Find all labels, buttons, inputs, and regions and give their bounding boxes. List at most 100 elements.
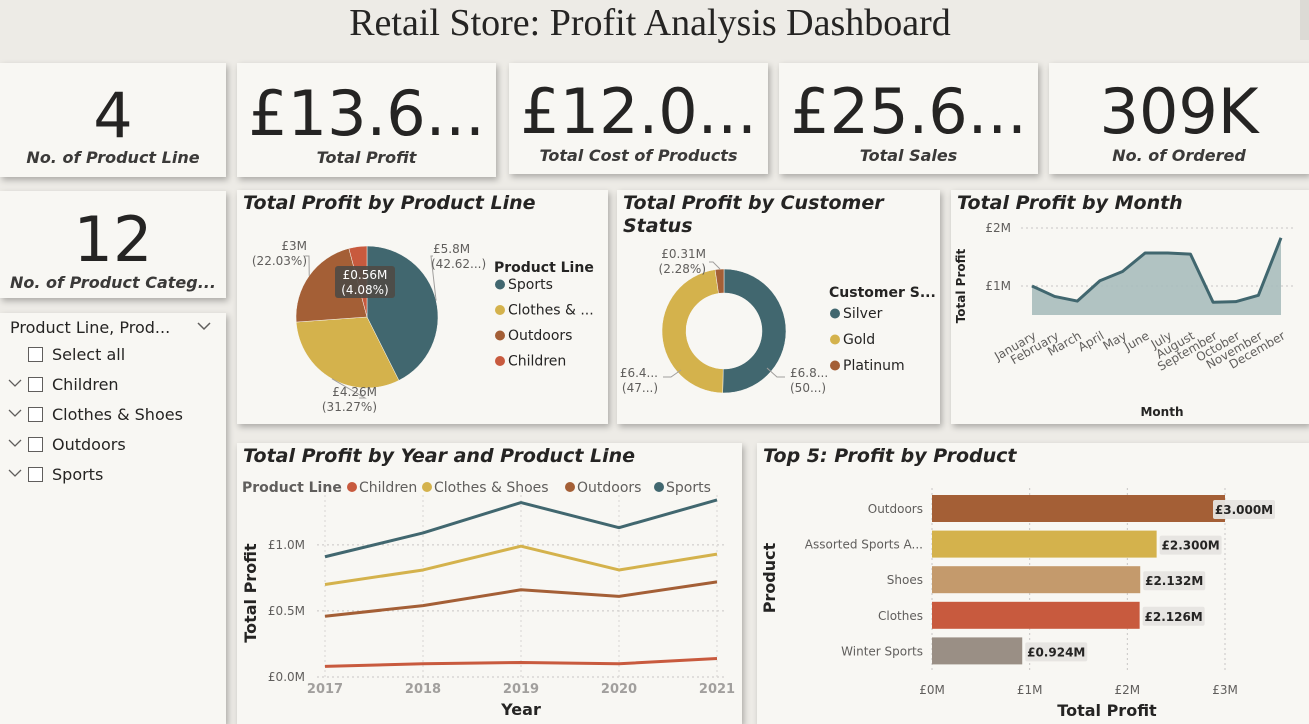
bar-clothes <box>932 601 1140 629</box>
data-label-bg <box>1025 642 1088 662</box>
legend-item-sports: Sports <box>508 277 553 293</box>
data-label: £2.132M <box>1145 574 1203 588</box>
checkbox[interactable] <box>28 406 43 422</box>
visual-title: Total Profit by Customer Status <box>623 192 923 238</box>
data-label: £4.26M <box>332 385 377 399</box>
legend-marker <box>830 334 840 345</box>
x-tick-label: 2019 <box>503 682 539 697</box>
area-line <box>1031 237 1283 304</box>
x-tick-label: June <box>1121 328 1152 354</box>
kpi-card-total-cost[interactable]: £12.0... Total Cost of Products <box>509 63 768 174</box>
profit-by-year-card[interactable]: Total Profit by Year and Product Line £0… <box>237 443 742 724</box>
y-tick-label: £1.0M <box>268 538 305 552</box>
checkbox[interactable] <box>28 466 43 482</box>
data-label: £2.126M <box>1145 610 1203 624</box>
slicer-item-children[interactable]: Children <box>8 372 119 396</box>
data-label: £2.300M <box>1162 539 1220 553</box>
x-axis-title: Year <box>500 700 541 719</box>
checkbox[interactable] <box>28 346 43 362</box>
y-tick-label: £2M <box>985 221 1011 235</box>
visual-title: Total Profit by Year and Product Line <box>243 445 636 467</box>
data-label-pct: (31.27%) <box>322 400 377 414</box>
slicer-item-sports[interactable]: Sports <box>8 462 103 486</box>
leader-line <box>430 255 437 301</box>
x-tick-label: £2M <box>1115 683 1141 697</box>
leader-line <box>305 255 310 276</box>
profit-by-month-card[interactable]: Total Profit by Month £1M £2M January Febru… <box>951 190 1309 424</box>
profit-by-product-line-card[interactable]: Total Profit by Product Line £5.8M (42.62… <box>237 190 608 424</box>
chevron-down-icon[interactable] <box>8 438 28 451</box>
slicer-item-select-all[interactable]: Select all <box>8 342 125 366</box>
legend-marker <box>654 482 664 492</box>
kpi-card-orders[interactable]: 309K No. of Ordered <box>1049 63 1309 174</box>
kpi-value: 4 <box>93 79 133 152</box>
data-label-bg <box>1142 606 1205 626</box>
slicer-item-label: Sports <box>52 464 104 484</box>
bar-assorted-sports-a <box>932 530 1157 558</box>
checkbox[interactable] <box>28 436 43 452</box>
visual-title: Top 5: Profit by Product <box>763 445 1017 467</box>
product-line-slicer[interactable]: Product Line, Prod... Select all Childre… <box>0 313 226 724</box>
legend-item-clothes-shoes: Clothes & Shoes <box>434 480 549 496</box>
y-tick-label: Outdoors <box>868 502 923 516</box>
kpi-value: 12 <box>73 203 153 276</box>
bar-chart[interactable]: £0M £1M £2M £3M Outdoors £3.000M Assorted Spor… <box>757 443 1309 724</box>
kpi-value: £13.6... <box>248 77 485 150</box>
x-tick-label: 2018 <box>405 682 441 697</box>
chevron-down-icon[interactable] <box>8 408 28 421</box>
visual-title: Total Profit by Month <box>957 192 1183 214</box>
x-axis-title: Month <box>1140 405 1183 419</box>
legend-item-gold: Gold <box>843 332 875 348</box>
bar-shoes <box>932 566 1141 594</box>
legend-marker <box>830 308 840 319</box>
tooltip-label: £0.56M <box>343 268 388 282</box>
dashboard-title: Retail Store: Profit Analysis Dashboard <box>349 2 951 44</box>
top5-profit-by-product-card[interactable]: Top 5: Profit by Product £0M £1M £2M £3M Out… <box>757 443 1309 724</box>
x-tick-label: £3M <box>1212 683 1238 697</box>
legend-item-clothes: Clothes & ... <box>508 303 594 319</box>
tooltip-box <box>335 266 395 298</box>
legend-marker <box>347 482 357 492</box>
checkbox[interactable] <box>28 376 43 392</box>
y-tick-label: Winter Sports <box>841 644 923 658</box>
legend-marker <box>422 482 432 492</box>
data-label: £3.000M <box>1215 503 1273 517</box>
kpi-card-total-profit[interactable]: £13.6... Total Profit <box>237 63 496 177</box>
kpi-card-total-sales[interactable]: £25.6... Total Sales <box>779 63 1038 174</box>
pie-chart[interactable]: £5.8M(42.62...) £4.26M(31.27%) £3M(22.03%)… <box>237 190 608 424</box>
slicer-item-label: Select all <box>52 344 126 364</box>
legend-item-platinum: Platinum <box>843 358 905 374</box>
profit-by-customer-status-card[interactable]: Total Profit by Customer Status £6.8...(… <box>617 190 940 424</box>
legend-item-outdoors: Outdoors <box>508 328 572 344</box>
legend-marker <box>830 360 840 371</box>
chevron-down-icon[interactable] <box>8 468 28 481</box>
chevron-down-icon[interactable] <box>8 378 28 391</box>
data-label: £0.31M <box>661 247 706 261</box>
line-chart[interactable]: £0.0M £0.5M £1.0M 2017 2018 2019 2020 2021 Produ… <box>237 443 742 724</box>
data-label: £3M <box>281 239 307 253</box>
kpi-card-product-lines[interactable]: 4 No. of Product Line <box>0 63 226 177</box>
vertical-scrollbar[interactable] <box>1300 0 1309 40</box>
kpi-value: £12.0... <box>520 75 757 148</box>
legend-marker <box>495 330 505 341</box>
legend-title: Product Line <box>494 260 594 276</box>
kpi-label: No. of Ordered <box>1112 146 1246 165</box>
y-axis-title: Total Profit <box>954 248 968 323</box>
slicer-item-clothes-shoes[interactable]: Clothes & Shoes <box>8 402 183 426</box>
data-label-pct: (22.03%) <box>252 254 307 268</box>
data-label: £5.8M <box>433 242 470 256</box>
y-axis-title: Total Profit <box>241 543 260 643</box>
legend-item-outdoors: Outdoors <box>577 480 641 496</box>
slicer-item-outdoors[interactable]: Outdoors <box>8 432 126 456</box>
chevron-down-icon[interactable] <box>196 313 212 343</box>
slicer-item-label: Children <box>52 374 119 394</box>
donut-slice-silver <box>722 268 787 394</box>
legend-title: Customer S... <box>829 285 936 301</box>
donut-chart[interactable]: £6.8...(50...) £6.4...(47...) £0.31M(2.28%… <box>617 190 940 424</box>
legend-item-silver: Silver <box>843 306 883 322</box>
legend-marker <box>565 482 575 492</box>
y-tick-label: £1M <box>985 279 1011 293</box>
kpi-card-product-categories[interactable]: 12 No. of Product Categ... <box>0 191 226 298</box>
slicer-header[interactable]: Product Line, Prod... <box>10 318 171 337</box>
area-chart[interactable]: £1M£2MJanuaryFebruaryMarchAprilMayJuneJu… <box>951 190 1309 424</box>
